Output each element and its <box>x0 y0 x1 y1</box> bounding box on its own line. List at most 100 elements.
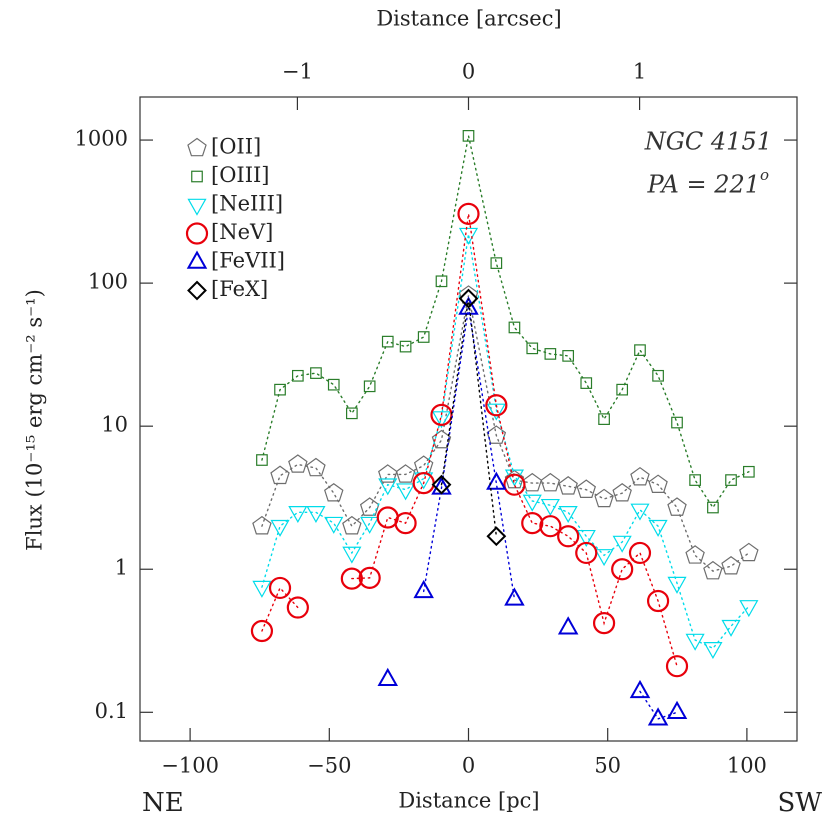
data-point <box>508 321 521 334</box>
data-point <box>594 549 614 567</box>
y-axis-label: Flux (10⁻¹⁵ erg cm⁻² s⁻¹) <box>23 289 47 551</box>
data-point <box>592 612 616 635</box>
data-point <box>458 296 479 315</box>
data-point <box>431 411 452 429</box>
data-point <box>725 474 737 486</box>
data-point <box>504 587 525 606</box>
data-point <box>557 525 580 548</box>
data-point <box>462 130 475 142</box>
legend-marker <box>185 222 209 245</box>
data-point <box>490 257 503 269</box>
corner-label: NE <box>142 788 184 818</box>
data-point <box>359 497 380 516</box>
data-point <box>291 369 304 382</box>
data-point <box>671 416 683 429</box>
data-point <box>327 378 340 391</box>
data-point <box>557 616 579 635</box>
data-point <box>540 472 561 492</box>
data-point <box>558 506 578 524</box>
data-point <box>286 596 309 619</box>
data-point <box>646 589 670 613</box>
data-point <box>685 633 705 651</box>
y-tick-label: 0.1 <box>95 699 128 723</box>
data-point <box>721 555 741 575</box>
data-point <box>256 454 268 466</box>
data-point <box>396 483 416 501</box>
data-point <box>739 600 759 618</box>
series <box>256 130 755 514</box>
data-point <box>394 512 417 535</box>
data-point <box>685 545 705 564</box>
legend-label: [OIII] <box>211 163 270 187</box>
series-line <box>422 307 516 600</box>
data-point <box>486 425 507 444</box>
data-point <box>575 541 598 565</box>
x-tick-label: −50 <box>307 754 351 778</box>
data-point <box>342 546 362 564</box>
data-point <box>629 679 651 699</box>
data-point <box>288 454 308 473</box>
legend-label: [FeX] <box>211 277 268 301</box>
x2-tick-label: 1 <box>633 60 646 84</box>
data-point <box>458 227 479 245</box>
legend-label: [NeIII] <box>211 192 283 216</box>
data-point <box>252 580 272 598</box>
data-point <box>270 519 290 537</box>
data-point <box>630 503 650 521</box>
data-point <box>667 497 687 516</box>
data-point <box>324 482 344 502</box>
data-point <box>360 516 380 534</box>
data-point <box>580 377 593 389</box>
data-point <box>324 516 344 534</box>
data-point <box>611 558 634 581</box>
data-point <box>630 466 650 486</box>
data-point <box>378 464 398 483</box>
data-point <box>612 482 632 502</box>
series-line <box>261 295 750 572</box>
data-point <box>504 469 525 489</box>
data-point <box>558 476 578 495</box>
legend-marker <box>187 137 207 157</box>
data-point <box>503 473 526 496</box>
corner-label: SW <box>777 788 822 818</box>
x2-axis-label: Distance [arcsec] <box>376 7 561 31</box>
data-point <box>665 655 689 678</box>
x-tick-label: 50 <box>594 754 621 778</box>
data-point <box>667 576 687 594</box>
data-point <box>288 506 308 524</box>
data-point <box>540 498 560 516</box>
series <box>252 227 759 660</box>
data-point <box>378 478 398 496</box>
data-point <box>504 469 525 487</box>
x2-tick-label: 0 <box>462 60 475 84</box>
annotation: PA = 221 <box>647 171 760 199</box>
data-point <box>647 707 669 726</box>
data-point <box>274 383 286 396</box>
data-point <box>342 515 362 535</box>
x-tick-label: 100 <box>727 754 767 778</box>
data-point <box>430 403 453 426</box>
data-point <box>306 506 326 524</box>
y-tick-label: 1 <box>115 556 128 580</box>
series-line <box>440 298 498 537</box>
legend-label: [FeVII] <box>211 249 285 273</box>
data-point <box>435 275 448 288</box>
legend-marker <box>191 170 203 183</box>
x-tick-label: −100 <box>161 754 219 778</box>
y-tick-label: 10 <box>101 413 128 437</box>
data-point <box>395 464 416 483</box>
series-line <box>261 586 299 632</box>
data-point <box>417 331 430 343</box>
data-point <box>252 515 272 535</box>
legend-label: [NeV] <box>211 220 273 244</box>
data-point <box>431 474 452 495</box>
data-point <box>377 667 399 687</box>
data-point <box>521 512 544 535</box>
annotation-superscript: o <box>760 166 769 184</box>
data-point <box>652 369 664 382</box>
data-point <box>346 407 358 420</box>
data-point <box>721 619 741 637</box>
data-point <box>457 202 480 225</box>
data-point <box>742 465 755 478</box>
